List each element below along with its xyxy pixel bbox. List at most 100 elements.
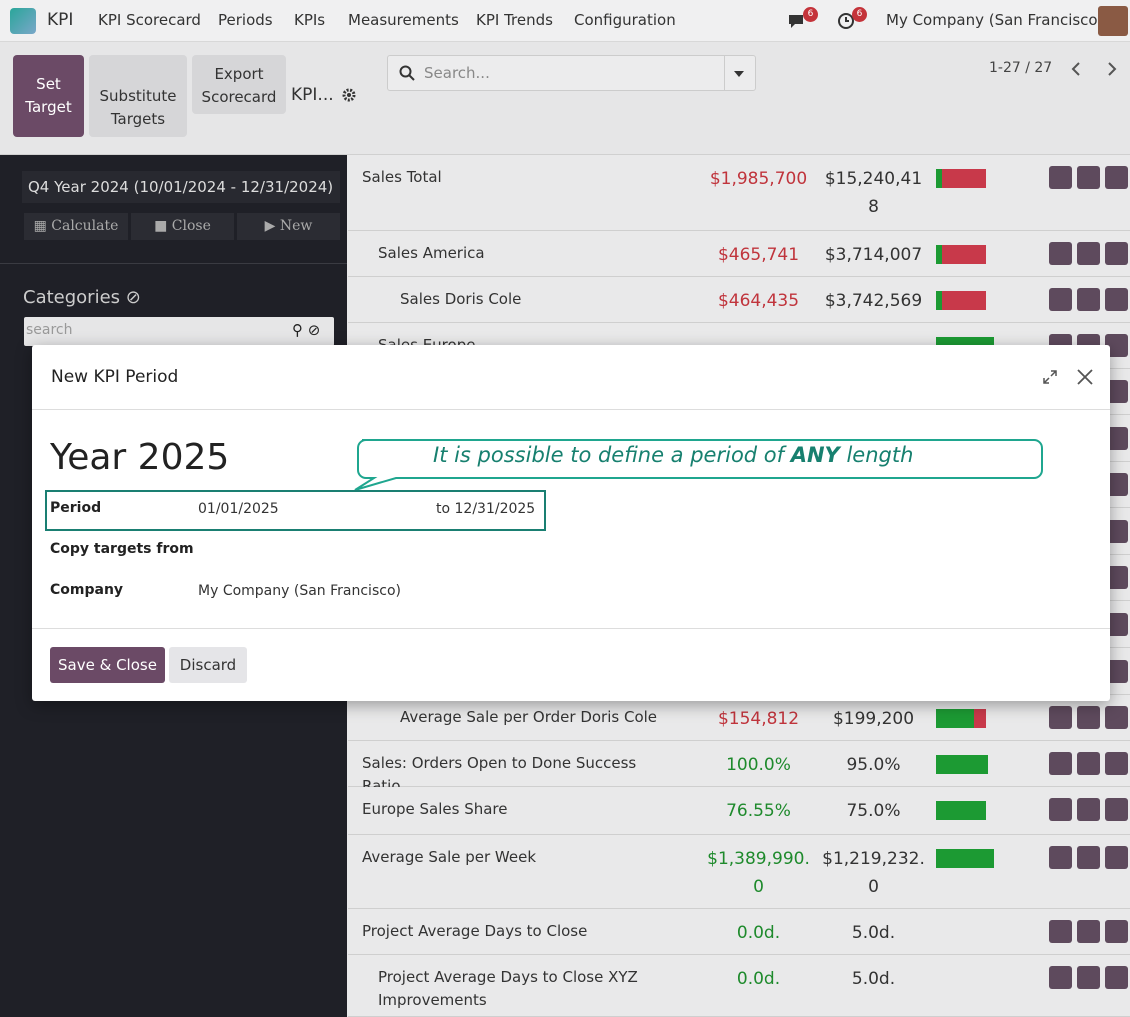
kpi-name: Project Average Days to Close XYZ Improv… [378, 968, 638, 1009]
pager-prev[interactable] [1070, 61, 1082, 77]
kpi-row[interactable]: Average Sale per Order Doris Cole $154,81… [348, 695, 1130, 741]
kpi-row[interactable]: Project Average Days to Close XYZ Improv… [348, 955, 1130, 1017]
kpi-row[interactable]: Average Sale per Week $1,389,990.0 $1,219,… [348, 835, 1130, 909]
kpi-name: Europe Sales Share [362, 800, 508, 818]
button-label: Close [171, 218, 211, 234]
delete-button[interactable] [1105, 920, 1128, 943]
app-icon[interactable] [10, 8, 36, 34]
menu-item[interactable]: Measurements [348, 11, 459, 29]
pager-next[interactable] [1106, 61, 1118, 77]
close-button[interactable]: ■ Close [131, 213, 234, 240]
menu-item[interactable]: Configuration [574, 11, 676, 29]
delete-button[interactable] [1105, 288, 1128, 311]
kpi-row[interactable]: Sales: Orders Open to Done Success Ratio… [348, 741, 1130, 795]
date-start[interactable]: 01/01/2025 [198, 501, 279, 517]
company-switcher[interactable]: My Company (San Francisco) [886, 11, 1104, 29]
close-button[interactable] [1076, 368, 1094, 386]
kpi-row[interactable]: Project Average Days to Close 0.0d. 5.0d. [348, 909, 1130, 955]
chart-button[interactable] [1077, 242, 1100, 265]
kpi-row[interactable]: Sales Doris Cole $464,435 $3,742,569 [348, 277, 1130, 323]
edit-button[interactable] [1049, 706, 1072, 729]
progress-bar [936, 849, 994, 868]
edit-button[interactable] [1049, 920, 1072, 943]
expand-button[interactable] [1042, 369, 1058, 385]
search-placeholder: Search... [424, 64, 490, 82]
edit-button[interactable] [1049, 288, 1072, 311]
kpi-name: Sales Total [362, 168, 442, 186]
chart-button[interactable] [1077, 846, 1100, 869]
save-button[interactable]: Save & Close [50, 647, 165, 683]
search-box[interactable]: Search... [387, 55, 756, 91]
actual-value: 100.0% [726, 755, 791, 775]
callout: It is possible to define a period of ANY… [433, 443, 913, 467]
delete-button[interactable] [1105, 519, 1128, 543]
delete-button[interactable] [1105, 426, 1128, 450]
edit-button[interactable] [1049, 166, 1072, 189]
navbar: KPI KPI Scorecard Periods KPIs Measureme… [0, 0, 1130, 42]
chart-button[interactable] [1077, 752, 1100, 775]
gear-icon[interactable] [342, 88, 356, 102]
actual-value: $1,389,990.0 [707, 849, 810, 897]
record-name[interactable]: Year 2025 [50, 437, 230, 478]
menu-item[interactable]: KPIs [294, 11, 326, 29]
badge: 6 [803, 7, 818, 22]
edit-button[interactable] [1049, 752, 1072, 775]
chart-button[interactable] [1077, 706, 1100, 729]
category-search[interactable]: search ⚲ ⊘ [24, 317, 334, 346]
new-button[interactable]: ▶ New [237, 213, 340, 240]
delete-button[interactable] [1105, 166, 1128, 189]
delete-button[interactable] [1105, 846, 1128, 869]
menu-item[interactable]: Periods [218, 11, 273, 29]
delete-button[interactable] [1105, 613, 1128, 636]
activities-icon[interactable] [836, 11, 856, 31]
callout-text: It is possible to define a period of [433, 443, 791, 467]
chart-button[interactable] [1077, 966, 1100, 989]
edit-button[interactable] [1049, 242, 1072, 265]
chart-button[interactable] [1077, 288, 1100, 311]
kpi-row[interactable]: Sales America $465,741 $3,714,007 [348, 231, 1130, 277]
delete-button[interactable] [1105, 966, 1128, 989]
button-label: Calculate [51, 218, 119, 234]
dropdown-toggle[interactable] [733, 70, 745, 78]
calculate-button[interactable]: ▦ Calculate [24, 213, 128, 240]
avatar[interactable] [1098, 6, 1128, 36]
actual-value: 0.0d. [736, 969, 781, 989]
delete-button[interactable] [1105, 566, 1128, 590]
set-target-button[interactable]: Set Target [13, 55, 84, 137]
delete-button[interactable] [1105, 334, 1128, 357]
button-label: New [279, 218, 313, 234]
delete-button[interactable] [1105, 752, 1128, 775]
menu-item[interactable]: KPI Trends [476, 11, 553, 29]
discard-button[interactable]: Discard [169, 647, 247, 683]
dialog-title: New KPI Period [51, 367, 179, 387]
actual-value: 76.55% [726, 801, 791, 821]
actual-value: 0.0d. [736, 923, 781, 943]
edit-button[interactable] [1049, 798, 1072, 821]
delete-button[interactable] [1105, 473, 1128, 497]
pager: 1-27 / 27 [989, 60, 1053, 76]
company-field[interactable]: My Company (San Francisco) [198, 583, 401, 599]
delete-button[interactable] [1105, 380, 1128, 403]
chart-button[interactable] [1077, 798, 1100, 821]
app-name[interactable]: KPI [47, 10, 74, 30]
kpi-row[interactable]: Sales Total $1,985,700 $15,240,418 [348, 155, 1130, 231]
delete-button[interactable] [1105, 706, 1128, 729]
delete-button[interactable] [1105, 659, 1128, 683]
period-selector[interactable]: Q4 Year 2024 (10/01/2024 - 12/31/2024) [22, 171, 340, 203]
delete-button[interactable] [1105, 242, 1128, 265]
edit-button[interactable] [1049, 846, 1072, 869]
delete-button[interactable] [1105, 798, 1128, 821]
chart-button[interactable] [1077, 920, 1100, 943]
export-scorecard-button[interactable]: Export Scorecard [192, 55, 286, 114]
date-end[interactable]: to 12/31/2025 [436, 501, 536, 517]
kpi-name: Project Average Days to Close [362, 922, 588, 940]
target-value: 5.0d. [851, 923, 896, 943]
highlight-box [45, 490, 546, 531]
messages-icon[interactable] [787, 12, 807, 30]
substitute-targets-button[interactable]: Substitute Targets [89, 55, 187, 137]
edit-button[interactable] [1049, 966, 1072, 989]
menu-item[interactable]: KPI Scorecard [98, 11, 201, 29]
kpi-row[interactable]: Europe Sales Share 76.55% 75.0% [348, 787, 1130, 835]
chart-button[interactable] [1077, 166, 1100, 189]
search-icons[interactable]: ⚲ ⊘ [292, 321, 321, 339]
